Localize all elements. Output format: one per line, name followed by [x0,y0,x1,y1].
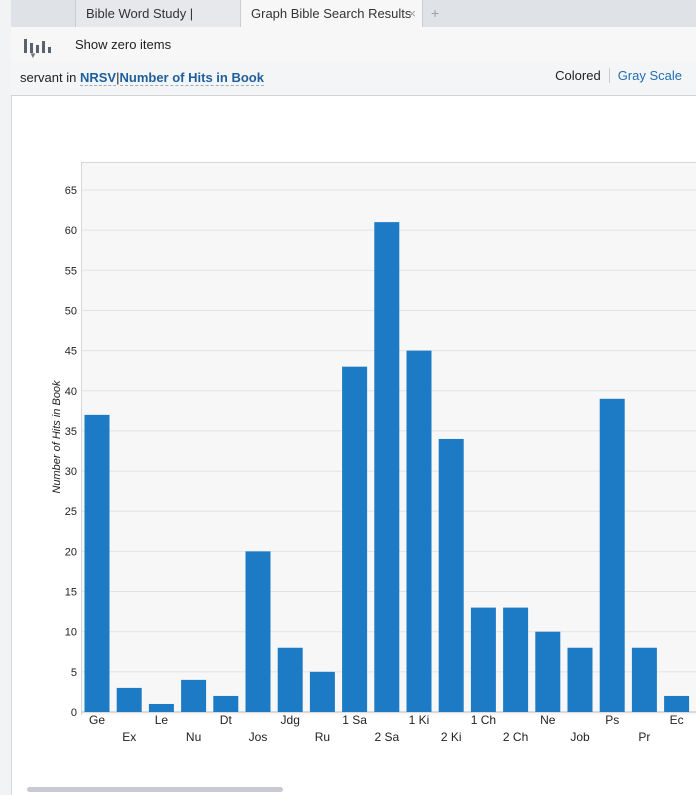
bar-chart-icon[interactable] [21,25,57,59]
version-dropdown[interactable]: NRSV [79,70,117,86]
bar-jdg[interactable] [277,647,303,712]
search-summary: servant in NRSV|Number of Hits in Book [20,70,264,86]
bar-job[interactable] [567,647,593,712]
bar-chart: 0 5 10 15 20 25 30 35 40 45 50 55 60 65 Ge Ex Le Nu Dt Jos… [51,185,696,744]
bar-2-ch[interactable] [503,607,529,712]
bars [84,222,690,712]
x-tick-label: Nu [186,730,201,744]
x-tick-label: Ne [540,713,556,727]
bar-1-ki[interactable] [406,350,432,712]
bar-ne[interactable] [535,631,561,712]
separator: | [116,70,120,85]
bar-nu[interactable] [181,679,207,712]
chevron-down-icon[interactable]: ▼ [29,51,37,60]
bar-le[interactable] [148,703,174,712]
x-tick-label: Ru [315,730,330,744]
y-tick-label: 60 [65,225,77,237]
bar-ge[interactable] [84,414,110,712]
y-axis-ticks: 0 5 10 15 20 25 30 35 40 45 50 55 60 65 [65,185,77,719]
bar-ru[interactable] [309,671,335,712]
add-tab-icon[interactable]: + [431,5,440,21]
x-tick-label: 2 Ki [441,730,462,744]
y-tick-label: 35 [65,426,77,438]
close-icon[interactable]: × [408,6,416,21]
bar-ps[interactable] [599,398,625,712]
bar-1-sa[interactable] [342,366,368,712]
x-tick-label: 2 Sa [374,730,399,744]
horizontal-scrollbar[interactable] [11,783,694,795]
bar-1-ch[interactable] [470,607,496,712]
grayscale-option[interactable]: Gray Scale [608,68,682,83]
x-tick-label: 2 Ch [503,730,528,744]
bar-pr[interactable] [631,647,657,712]
y-tick-label: 30 [65,466,77,478]
y-tick-label: 10 [65,627,77,639]
left-gutter [0,0,12,795]
show-zero-items-toggle[interactable]: Show zero items [75,37,172,52]
bar-dt[interactable] [213,695,239,712]
y-tick-label: 40 [65,386,77,398]
y-tick-label: 65 [65,185,77,197]
x-tick-label: Ec [670,713,684,727]
x-tick-label: 1 Sa [342,713,367,727]
y-tick-label: 45 [65,346,77,358]
y-tick-label: 20 [65,546,77,558]
y-axis-label: Number of Hits in Book [51,380,63,494]
bar-ec[interactable] [664,695,690,712]
x-tick-label: Le [155,713,169,727]
x-tick-label: Job [570,730,590,744]
bar-2-ki[interactable] [438,438,464,712]
x-axis-labels: Ge Ex Le Nu Dt Jos Jdg Ru 1 Sa 2 Sa 1 Ki 2 Ki 1 Ch 2 … [89,713,684,744]
y-tick-label: 50 [65,305,77,317]
x-tick-label: Jos [249,730,268,744]
color-mode-switch: Colored Gray Scale [555,68,682,83]
x-tick-label: 1 Ki [409,713,430,727]
bar-jos[interactable] [245,551,271,712]
bar-ex[interactable] [116,687,142,712]
x-tick-label: Ps [605,713,619,727]
scrollbar-thumb[interactable] [27,787,283,792]
y-tick-label: 15 [65,587,77,599]
y-tick-label: 55 [65,265,77,277]
x-tick-label: Ex [122,730,136,744]
x-tick-label: Pr [638,730,650,744]
x-tick-label: Dt [220,713,233,727]
search-term: servant in [20,70,80,85]
tab-label: Graph Bible Search Results [251,6,412,21]
x-tick-label: Jdg [281,713,300,727]
tab-graph-bible-search-results[interactable]: Graph Bible Search Results × [241,0,423,28]
x-tick-label: 1 Ch [471,713,496,727]
filter-bar: servant in NRSV|Number of Hits in Book C… [11,62,696,96]
x-tick-label: Ge [89,713,105,727]
colored-option[interactable]: Colored [555,68,601,83]
bar-2-sa[interactable] [374,222,400,712]
metric-dropdown[interactable]: Number of Hits in Book [119,70,264,86]
y-tick-label: 0 [71,707,77,719]
y-tick-label: 5 [71,667,77,679]
y-tick-label: 25 [65,506,77,518]
